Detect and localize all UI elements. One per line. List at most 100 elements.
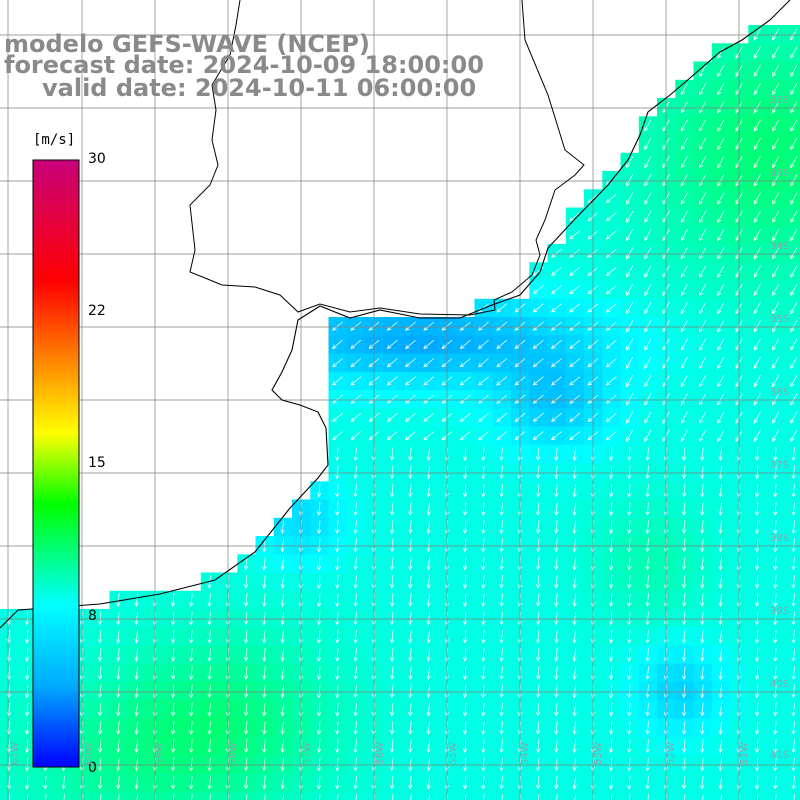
wind-arrow — [627, 629, 632, 644]
wind-cell — [711, 207, 731, 227]
wind-arrow — [645, 702, 650, 717]
wind-cell — [419, 590, 439, 610]
wind-cell — [529, 317, 549, 336]
wind-cell — [365, 773, 384, 793]
lat-label-37s: 37S — [770, 460, 790, 471]
wind-cell — [638, 353, 658, 373]
wind-arrow — [717, 356, 725, 369]
wind-cell — [657, 171, 676, 190]
wind-cell — [730, 317, 749, 336]
wind-cell — [620, 298, 640, 318]
wind-cell — [730, 335, 749, 355]
wind-cell — [438, 444, 457, 464]
lon-label-54w: 54W — [520, 742, 531, 765]
wind-arrow — [316, 648, 322, 662]
wind-arrow — [554, 447, 559, 462]
wind-cell — [419, 517, 439, 537]
wind-cell — [200, 609, 220, 628]
wind-cell — [620, 755, 640, 774]
wind-arrow — [496, 412, 508, 422]
wind-arrow — [481, 629, 486, 644]
wind-arrow — [335, 648, 340, 662]
wind-cell — [419, 755, 439, 774]
wind-arrow — [335, 465, 340, 480]
wind-cell — [584, 207, 603, 227]
wind-arrow — [717, 64, 725, 77]
wind-cell — [273, 773, 293, 793]
wind-cell — [438, 335, 457, 355]
wind-arrow — [645, 447, 650, 462]
wind-cell — [365, 572, 384, 592]
wind-cell — [383, 463, 403, 482]
wind-arrows — [6, 28, 798, 800]
wind-cell — [219, 718, 238, 738]
wind-arrow — [353, 739, 358, 754]
wind-arrow — [316, 520, 322, 535]
wind-arrow — [462, 465, 468, 480]
wind-arrow — [481, 648, 486, 662]
wind-arrow — [535, 775, 541, 790]
wind-arrow — [389, 575, 395, 589]
wind-arrow — [170, 629, 176, 644]
wind-cell — [511, 444, 530, 464]
wind-arrow — [134, 629, 139, 644]
wind-cell — [328, 590, 348, 610]
wind-arrow — [499, 593, 504, 608]
wind-cell — [584, 590, 603, 610]
wind-arrow — [81, 794, 84, 800]
wind-cell — [620, 773, 640, 793]
wind-cell — [365, 408, 384, 428]
wind-cell — [565, 244, 585, 263]
wind-cell — [657, 426, 676, 446]
wind-cell — [237, 554, 257, 574]
wind-cell — [127, 609, 147, 628]
wind-arrow — [645, 465, 650, 480]
wind-arrow — [791, 538, 796, 553]
wind-arrow — [718, 721, 723, 735]
wind-cell — [602, 335, 622, 355]
wind-cell — [456, 353, 476, 373]
wind-arrow — [316, 666, 322, 681]
wind-arrow — [569, 321, 581, 331]
wind-arrow — [772, 83, 780, 96]
wind-cell — [565, 463, 585, 482]
wind-cell — [383, 408, 403, 428]
wind-cell — [693, 79, 713, 99]
wind-arrow — [754, 739, 760, 754]
wind-cell — [529, 590, 549, 610]
wind-arrow — [791, 629, 796, 644]
wind-cell — [748, 189, 768, 209]
wind-arrow — [316, 538, 322, 553]
wind-arrow — [6, 757, 11, 772]
wind-arrow — [605, 285, 617, 295]
wind-cell — [638, 189, 658, 209]
wind-arrow — [645, 483, 650, 498]
wind-cell — [620, 335, 640, 355]
wind-cell — [91, 736, 111, 756]
wind-cell — [438, 463, 457, 482]
wind-arrow — [626, 393, 634, 406]
wind-cell — [657, 627, 676, 647]
wind-arrow — [386, 412, 398, 422]
wind-cell — [237, 663, 257, 683]
wind-cell — [511, 773, 530, 793]
wind-arrow — [243, 684, 249, 699]
wind-cell — [730, 189, 749, 209]
wind-cell — [766, 225, 786, 245]
wind-cell — [547, 700, 567, 720]
wind-cell — [237, 572, 257, 592]
wind-arrow — [426, 629, 431, 644]
wind-cell — [0, 682, 19, 701]
wind-arrow — [335, 575, 340, 589]
wind-cell — [711, 225, 731, 245]
wind-arrow — [645, 757, 650, 772]
wind-arrow — [626, 302, 634, 315]
wind-arrow — [478, 431, 489, 441]
wind-cell — [584, 773, 603, 793]
wind-cell — [529, 554, 549, 574]
wind-arrow — [499, 611, 504, 626]
wind-arrow — [405, 394, 416, 404]
wind-arrow — [118, 794, 120, 800]
wind-cell — [766, 152, 786, 172]
wind-cell — [419, 773, 439, 793]
